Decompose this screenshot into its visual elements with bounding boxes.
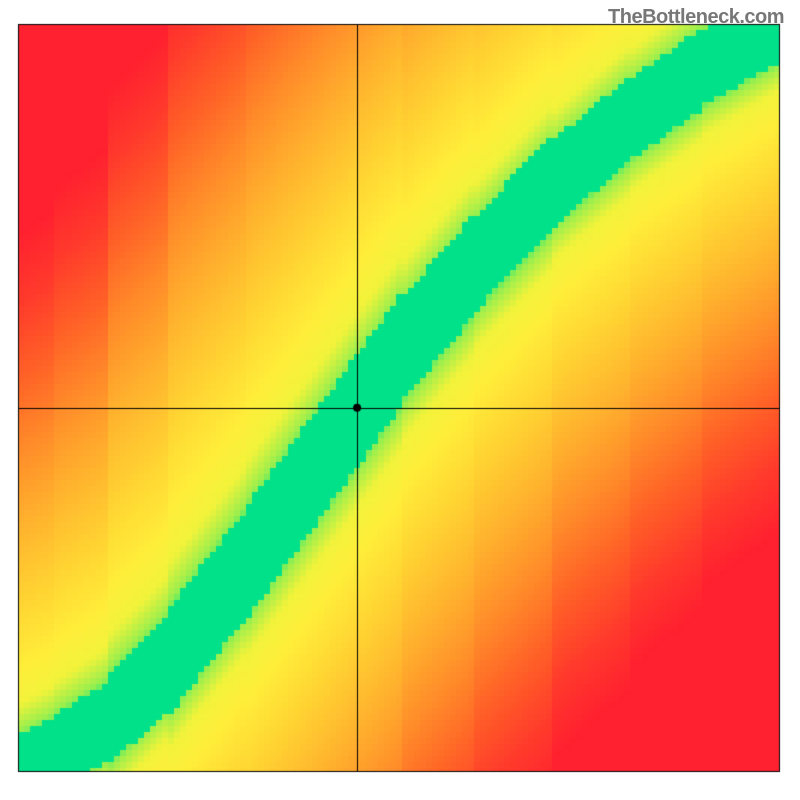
chart-container: TheBottleneck.com [0,0,800,800]
watermark-text: TheBottleneck.com [608,6,784,29]
bottleneck-heatmap [0,0,800,800]
